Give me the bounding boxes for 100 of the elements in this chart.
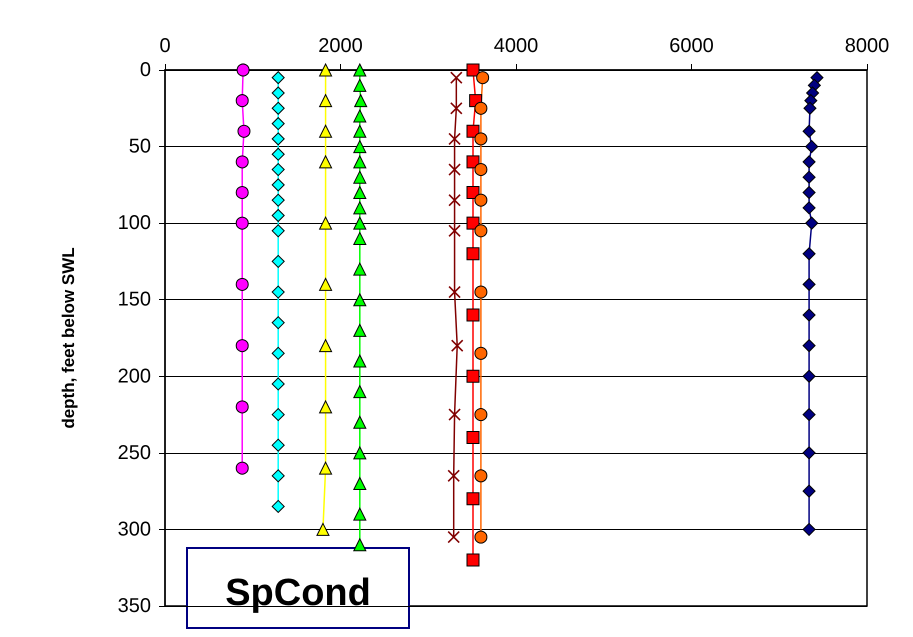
point bbox=[236, 155, 249, 168]
point bbox=[353, 155, 366, 168]
point bbox=[802, 186, 816, 200]
point bbox=[272, 194, 285, 207]
point bbox=[447, 530, 460, 544]
point bbox=[353, 170, 366, 184]
point bbox=[237, 124, 250, 138]
point bbox=[802, 484, 816, 498]
point bbox=[474, 194, 488, 207]
point bbox=[353, 140, 366, 154]
point bbox=[272, 316, 285, 330]
point bbox=[450, 71, 463, 84]
point bbox=[447, 470, 460, 482]
y-tick-label: 200 bbox=[118, 365, 151, 388]
point bbox=[474, 408, 488, 422]
point bbox=[353, 354, 366, 368]
point bbox=[236, 64, 250, 76]
point bbox=[474, 530, 488, 544]
point bbox=[272, 117, 285, 130]
point bbox=[272, 132, 285, 146]
point bbox=[450, 339, 464, 352]
point bbox=[353, 201, 366, 214]
point bbox=[474, 163, 488, 176]
point bbox=[803, 102, 816, 115]
point bbox=[448, 163, 461, 176]
point bbox=[319, 339, 332, 352]
point bbox=[319, 124, 332, 138]
point bbox=[272, 500, 285, 513]
point bbox=[353, 385, 366, 398]
point bbox=[353, 109, 366, 122]
point bbox=[272, 86, 285, 100]
x-tick-label: 0 bbox=[159, 35, 171, 57]
point bbox=[316, 522, 330, 536]
point bbox=[319, 278, 332, 291]
point bbox=[272, 178, 285, 192]
point bbox=[476, 71, 490, 84]
point bbox=[805, 140, 818, 154]
point bbox=[353, 186, 366, 200]
point bbox=[474, 102, 488, 115]
point bbox=[466, 64, 480, 76]
point bbox=[450, 102, 463, 115]
point bbox=[272, 102, 285, 115]
point bbox=[272, 148, 285, 161]
y-tick-label: 150 bbox=[118, 288, 151, 311]
point bbox=[272, 346, 285, 360]
point bbox=[448, 224, 461, 238]
point bbox=[466, 247, 480, 260]
point bbox=[272, 71, 285, 84]
point bbox=[353, 124, 366, 138]
point bbox=[474, 346, 488, 360]
point bbox=[802, 522, 816, 536]
point bbox=[353, 476, 366, 490]
point bbox=[474, 469, 488, 482]
point bbox=[353, 324, 366, 337]
point bbox=[802, 446, 816, 460]
point bbox=[272, 408, 285, 422]
point bbox=[319, 216, 332, 230]
y-tick-label: 100 bbox=[118, 212, 151, 234]
y-tick-label: 300 bbox=[118, 518, 151, 540]
point bbox=[272, 438, 285, 452]
point bbox=[272, 254, 285, 268]
point bbox=[802, 308, 816, 322]
point bbox=[448, 194, 461, 206]
point bbox=[236, 339, 249, 352]
point bbox=[474, 224, 488, 238]
point bbox=[802, 155, 816, 168]
y-tick-label: 50 bbox=[128, 136, 151, 158]
x-tick-label: 4000 bbox=[494, 35, 538, 57]
point bbox=[319, 94, 332, 108]
y-tick-label: 0 bbox=[140, 59, 151, 81]
point bbox=[466, 186, 480, 200]
point bbox=[802, 247, 816, 260]
point bbox=[353, 508, 366, 521]
point bbox=[802, 124, 816, 138]
point bbox=[448, 408, 461, 421]
point bbox=[353, 293, 366, 306]
point bbox=[353, 262, 366, 276]
x-tick-label: 6000 bbox=[669, 35, 714, 57]
point bbox=[353, 78, 366, 92]
point bbox=[353, 446, 366, 460]
x-tick-label: 8000 bbox=[844, 35, 890, 57]
point bbox=[319, 462, 332, 475]
point bbox=[466, 308, 480, 322]
point bbox=[272, 377, 285, 390]
point bbox=[272, 208, 285, 222]
point bbox=[802, 170, 816, 184]
point bbox=[466, 431, 480, 444]
annotation: SpCond bbox=[225, 572, 371, 614]
point bbox=[805, 216, 818, 230]
point bbox=[466, 370, 480, 383]
point bbox=[466, 492, 480, 506]
point bbox=[272, 224, 285, 238]
point bbox=[802, 370, 816, 383]
point bbox=[448, 132, 461, 146]
point bbox=[272, 286, 285, 299]
point bbox=[353, 64, 366, 76]
point bbox=[236, 462, 249, 475]
y-axis-title: depth, feet below SWL bbox=[59, 247, 78, 429]
point bbox=[802, 278, 816, 291]
point bbox=[319, 155, 332, 168]
